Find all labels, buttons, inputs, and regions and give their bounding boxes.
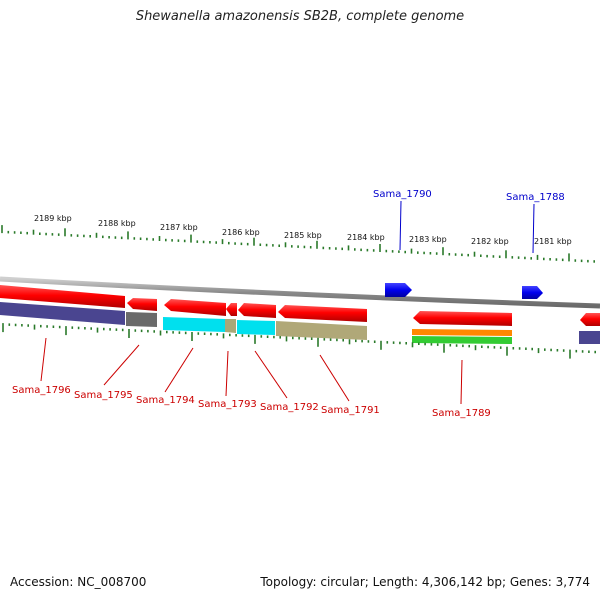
category-band-1789-orange: [412, 329, 512, 336]
leader-sama-1791: [319, 354, 350, 402]
scale-labels: 2189 kbp 2188 kbp 2187 kbp 2186 kbp 2185 kbp…: [34, 214, 572, 246]
topology-text: Topology: circular; Length: 4,306,142 bp…: [260, 575, 590, 589]
leader-sama-1796: [40, 337, 47, 382]
category-band-1793: [225, 319, 236, 333]
gene-sama-1794[interactable]: [164, 299, 226, 316]
map-title: Shewanella amazonensis SB2B, complete ge…: [135, 9, 465, 24]
category-band-1791: [276, 321, 367, 340]
scale-label: 2181 kbp: [534, 237, 572, 246]
gene-sama-1793[interactable]: [226, 303, 237, 316]
label-sama-1793[interactable]: Sama_1793: [198, 399, 257, 410]
label-sama-1794[interactable]: Sama_1794: [136, 395, 195, 406]
label-sama-1795[interactable]: Sama_1795: [74, 390, 133, 401]
scale-label: 2189 kbp: [34, 214, 72, 223]
label-sama-1792[interactable]: Sama_1792: [260, 402, 319, 413]
leader-sama-1788: [532, 203, 535, 254]
gene-sama-1790[interactable]: [385, 283, 412, 297]
leader-sama-1790: [399, 200, 402, 251]
leader-sama-1794: [164, 347, 194, 393]
category-band-1789-green: [412, 336, 512, 344]
scale-label: 2187 kbp: [160, 223, 198, 232]
scale-label: 2188 kbp: [98, 219, 136, 228]
gene-partial-right[interactable]: [580, 313, 600, 326]
category-band-1795: [126, 312, 157, 327]
gene-sama-1791[interactable]: [278, 305, 367, 322]
leader-sama-1792: [254, 350, 288, 399]
label-sama-1788[interactable]: Sama_1788: [506, 192, 565, 203]
scale-label: 2183 kbp: [409, 235, 447, 244]
label-sama-1791[interactable]: Sama_1791: [321, 405, 380, 416]
label-sama-1790[interactable]: Sama_1790: [373, 189, 432, 200]
scale-label: 2182 kbp: [471, 237, 509, 246]
scale-ticks-outer: [1, 225, 596, 263]
scale-label: 2185 kbp: [284, 231, 322, 240]
category-band-1794: [163, 317, 225, 332]
label-sama-1789[interactable]: Sama_1789: [432, 408, 491, 419]
gene-sama-1789[interactable]: [413, 311, 512, 326]
accession-text: Accession: NC_008700: [10, 575, 147, 589]
category-band-1796: [0, 302, 125, 325]
leader-sama-1795: [103, 344, 140, 386]
gene-sama-1792[interactable]: [238, 303, 276, 318]
leader-sama-1789: [460, 359, 463, 405]
category-band-partial-right: [579, 331, 600, 344]
gene-sama-1788[interactable]: [522, 286, 543, 299]
gene-sama-1796[interactable]: [0, 285, 125, 308]
category-band-1792: [237, 320, 275, 335]
genome-backbone: [0, 276, 600, 309]
scale-ticks-inner: [2, 323, 597, 359]
scale-label: 2184 kbp: [347, 233, 385, 242]
leader-sama-1793: [225, 350, 229, 397]
gene-sama-1795[interactable]: [127, 298, 157, 311]
scale-label: 2186 kbp: [222, 228, 260, 237]
label-sama-1796[interactable]: Sama_1796: [12, 385, 71, 396]
